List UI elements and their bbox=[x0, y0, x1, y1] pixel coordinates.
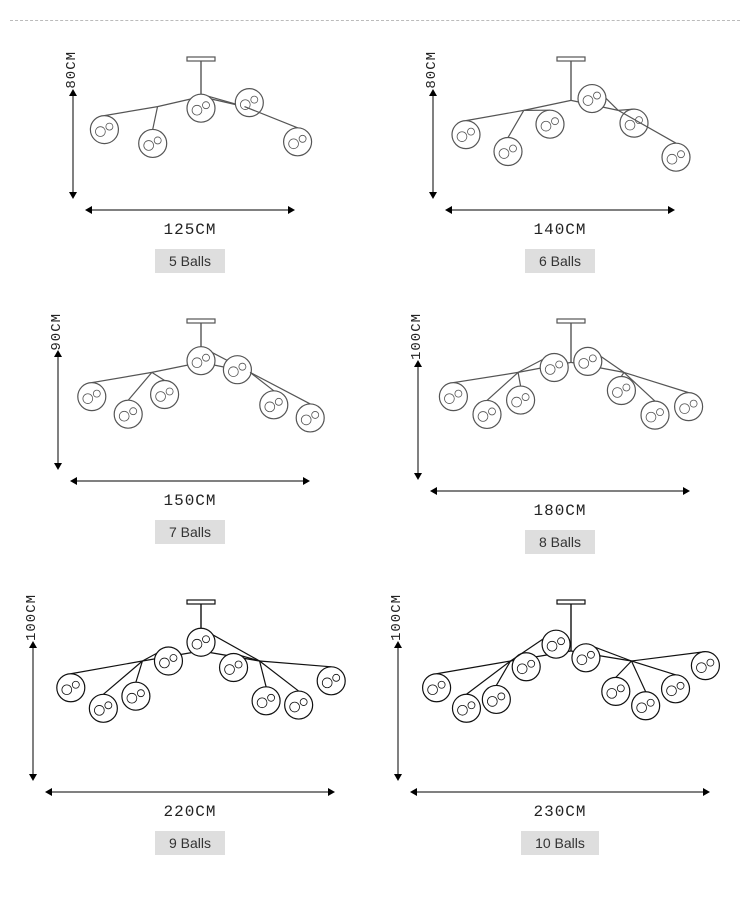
h-arrow-icon bbox=[85, 205, 295, 215]
size-cell-5-balls: 80CM 125CM 5 Balls bbox=[10, 51, 370, 273]
v-arrow-icon bbox=[413, 360, 423, 480]
vertical-dimension: 80CM bbox=[424, 51, 442, 199]
width-label: 150CM bbox=[163, 492, 216, 510]
vertical-dimension: 90CM bbox=[49, 313, 67, 471]
horizontal-dimension: 230CM bbox=[410, 787, 710, 821]
h-arrow-icon bbox=[70, 476, 310, 486]
vertical-dimension: 100CM bbox=[24, 594, 42, 781]
h-arrow-icon bbox=[45, 787, 335, 797]
horizontal-dimension: 150CM bbox=[70, 476, 310, 510]
horizontal-dimension: 180CM bbox=[430, 486, 690, 520]
horizontal-dimension: 140CM bbox=[445, 205, 675, 239]
v-arrow-icon bbox=[53, 350, 63, 470]
vertical-dimension: 80CM bbox=[64, 51, 82, 199]
size-cell-9-balls: 100CM 220CM 9 Balls bbox=[10, 594, 370, 855]
balls-badge: 8 Balls bbox=[525, 530, 595, 554]
height-label: 100CM bbox=[24, 594, 40, 641]
size-cell-8-balls: 100CM 180CM 8 Balls bbox=[380, 313, 740, 554]
top-divider bbox=[10, 20, 740, 21]
v-arrow-icon bbox=[393, 641, 403, 781]
height-label: 80CM bbox=[424, 51, 440, 89]
chandelier-drawing bbox=[411, 594, 731, 781]
v-arrow-icon bbox=[68, 89, 78, 199]
height-label: 80CM bbox=[64, 51, 80, 89]
chandelier-drawing bbox=[431, 313, 711, 480]
h-arrow-icon bbox=[410, 787, 710, 797]
chandelier-drawing bbox=[86, 51, 316, 199]
chandelier-drawing bbox=[71, 313, 331, 471]
balls-badge: 6 Balls bbox=[525, 249, 595, 273]
chandelier-drawing bbox=[446, 51, 696, 199]
width-label: 230CM bbox=[533, 803, 586, 821]
size-cell-6-balls: 80CM 140CM 6 Balls bbox=[380, 51, 740, 273]
v-arrow-icon bbox=[28, 641, 38, 781]
width-label: 125CM bbox=[163, 221, 216, 239]
vertical-dimension: 100CM bbox=[409, 313, 427, 480]
width-label: 140CM bbox=[533, 221, 586, 239]
size-cell-10-balls: 100CM 230CM 10 Balls bbox=[380, 594, 740, 855]
size-cell-7-balls: 90CM 150CM 7 Balls bbox=[10, 313, 370, 554]
v-arrow-icon bbox=[428, 89, 438, 199]
height-label: 90CM bbox=[49, 313, 65, 351]
product-size-grid: 80CM 125CM 5 Balls 80CM bbox=[10, 51, 740, 855]
vertical-dimension: 100CM bbox=[389, 594, 407, 781]
width-label: 220CM bbox=[163, 803, 216, 821]
h-arrow-icon bbox=[445, 205, 675, 215]
balls-badge: 10 Balls bbox=[521, 831, 599, 855]
width-label: 180CM bbox=[533, 502, 586, 520]
height-label: 100CM bbox=[409, 313, 425, 360]
horizontal-dimension: 220CM bbox=[45, 787, 335, 821]
height-label: 100CM bbox=[389, 594, 405, 641]
h-arrow-icon bbox=[430, 486, 690, 496]
horizontal-dimension: 125CM bbox=[85, 205, 295, 239]
balls-badge: 7 Balls bbox=[155, 520, 225, 544]
balls-badge: 9 Balls bbox=[155, 831, 225, 855]
balls-badge: 5 Balls bbox=[155, 249, 225, 273]
chandelier-drawing bbox=[46, 594, 356, 781]
